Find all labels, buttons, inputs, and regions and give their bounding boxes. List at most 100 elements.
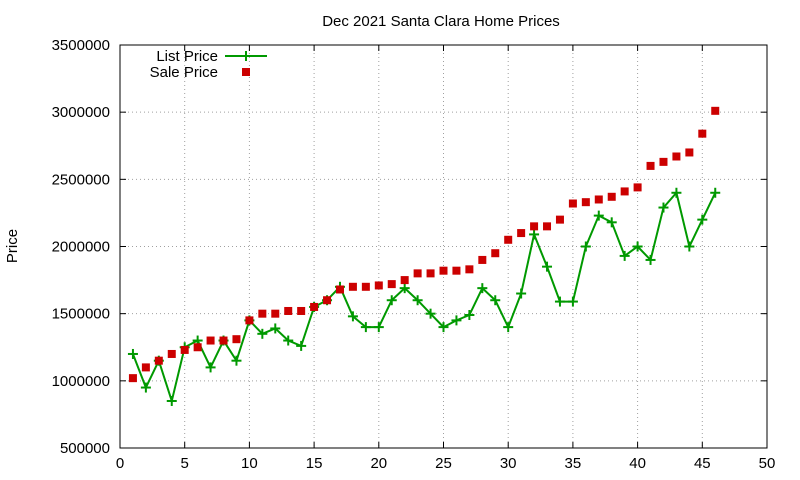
sale-price-point <box>530 222 539 231</box>
list-price-point <box>658 202 669 213</box>
sale-price-point <box>374 281 383 290</box>
list-price-point <box>490 295 501 306</box>
sale-price-point <box>555 215 564 224</box>
sale-price-point <box>504 235 513 244</box>
sale-price-point <box>245 316 254 325</box>
chart-title: Dec 2021 Santa Clara Home Prices <box>322 13 560 30</box>
legend-sale-price-label: Sale Price <box>150 64 218 81</box>
sale-price-point <box>659 157 668 166</box>
x-tick-label: 45 <box>694 455 711 472</box>
sale-price-point <box>180 345 189 354</box>
list-price-point <box>283 335 294 346</box>
list-price-point <box>205 362 216 373</box>
sale-price-point <box>361 282 370 291</box>
list-price-point <box>516 288 527 299</box>
sale-price-point <box>581 198 590 207</box>
sale-price-point <box>271 309 280 318</box>
sale-price-point <box>607 192 616 201</box>
legend-sale-price-marker <box>242 68 250 76</box>
list-price-point <box>464 310 475 321</box>
list-price-point <box>477 283 488 294</box>
sale-price-point <box>543 222 552 231</box>
y-tick-label: 500000 <box>60 440 110 457</box>
y-tick-label: 2000000 <box>52 239 110 256</box>
x-axis: 0 5 10 15 20 25 30 35 40 45 50 <box>116 45 776 472</box>
sale-price-point <box>310 302 319 311</box>
sale-price-point <box>426 269 435 278</box>
sale-price-point <box>711 106 720 115</box>
list-price-point <box>360 322 371 333</box>
list-price-point <box>425 308 436 319</box>
sale-price-point <box>193 343 202 352</box>
legend-list-price-marker <box>241 51 251 61</box>
list-price-point <box>347 311 358 322</box>
sale-price-point <box>297 306 306 315</box>
sale-price-point <box>439 266 448 275</box>
x-tick-label: 0 <box>116 455 124 472</box>
list-price-point <box>710 187 721 198</box>
list-price-point <box>619 250 630 261</box>
x-tick-label: 50 <box>759 455 776 472</box>
list-price-point <box>140 382 151 393</box>
y-tick-label: 1000000 <box>52 373 110 390</box>
x-tick-label: 25 <box>435 455 452 472</box>
sale-price-point <box>517 229 526 238</box>
x-tick-label: 30 <box>500 455 517 472</box>
series-layer <box>127 106 721 406</box>
list-price-point <box>671 187 682 198</box>
sale-price-point <box>568 199 577 208</box>
sale-price-point <box>141 363 150 372</box>
list-price-point <box>632 241 643 252</box>
list-price-point <box>645 254 656 265</box>
y-tick-label: 3500000 <box>52 37 110 54</box>
sale-price-point <box>698 129 707 138</box>
sale-price-point <box>128 374 137 383</box>
list-price-point <box>684 241 695 252</box>
list-price-point <box>412 295 423 306</box>
x-tick-label: 15 <box>306 455 323 472</box>
list-price-point <box>542 261 553 272</box>
list-price-point <box>554 296 565 307</box>
list-price-point <box>697 214 708 225</box>
list-price-point <box>529 229 540 240</box>
sale-price-point <box>491 249 500 258</box>
list-price-point <box>503 322 514 333</box>
list-price-point <box>373 322 384 333</box>
list-price-point <box>567 296 578 307</box>
sale-price-point <box>594 195 603 204</box>
y-axis-label: Price <box>4 229 21 263</box>
x-tick-label: 10 <box>241 455 258 472</box>
x-tick-label: 20 <box>370 455 387 472</box>
sale-price-point <box>413 269 422 278</box>
grid <box>120 45 767 448</box>
list-price-line <box>132 190 717 405</box>
list-price-point <box>580 241 591 252</box>
sale-price-point <box>400 276 409 285</box>
sale-price-point <box>232 335 241 344</box>
legend-list-price-label: List Price <box>156 48 218 65</box>
list-price-point <box>166 395 177 406</box>
sale-price-point <box>219 336 228 345</box>
list-price-point <box>606 217 617 228</box>
list-price-point <box>296 340 307 351</box>
sale-price-point <box>335 285 344 294</box>
list-price-point <box>231 355 242 366</box>
sale-price-point <box>452 266 461 275</box>
sale-price-point <box>167 349 176 358</box>
sale-price-point <box>478 255 487 264</box>
y-axis: 500000 1000000 1500000 2000000 2500000 300000… <box>52 37 767 457</box>
list-price-point <box>593 210 604 221</box>
list-price-point <box>257 328 268 339</box>
list-price-point <box>399 283 410 294</box>
x-tick-label: 5 <box>181 455 189 472</box>
list-price-point <box>127 348 138 359</box>
y-tick-label: 2500000 <box>52 171 110 188</box>
y-tick-label: 3000000 <box>52 104 110 121</box>
list-price-point <box>270 323 281 334</box>
list-price-point <box>451 315 462 326</box>
sale-price-point <box>672 152 681 161</box>
sale-price-point <box>206 336 215 345</box>
sale-price-point <box>633 183 642 192</box>
sale-price-point <box>685 148 694 157</box>
